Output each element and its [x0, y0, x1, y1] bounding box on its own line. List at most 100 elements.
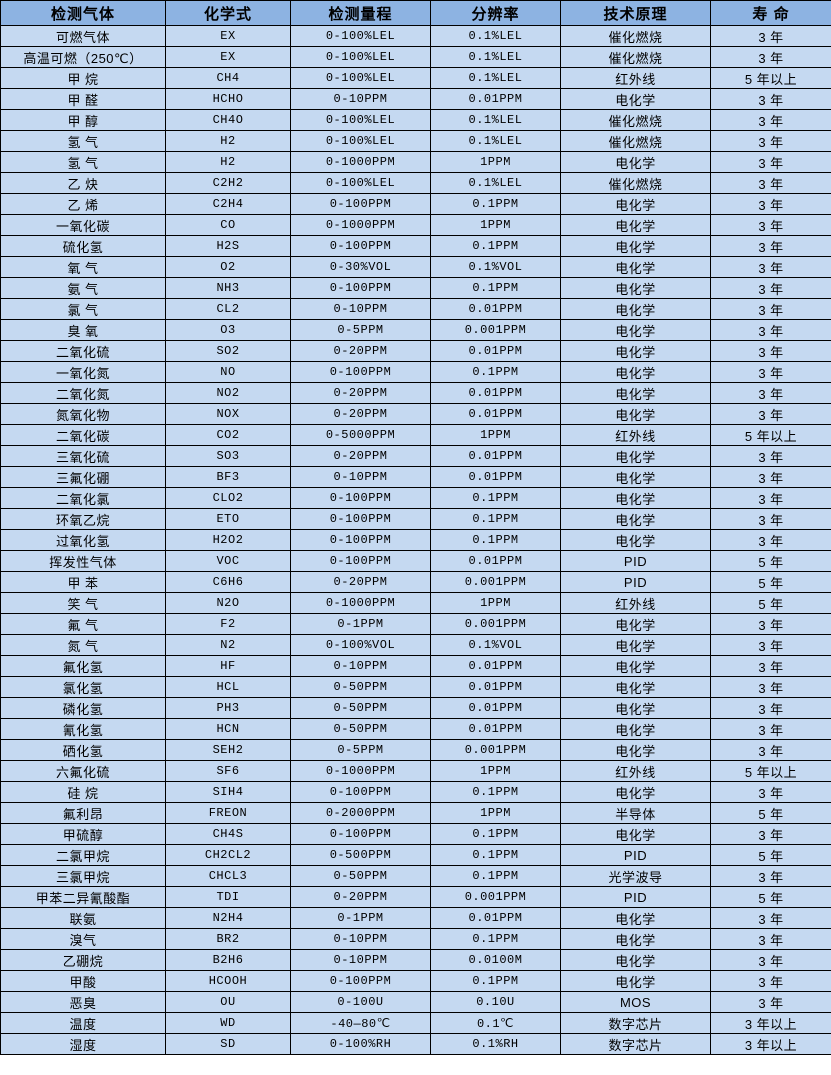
cell-chemical-formula: VOC [165, 550, 291, 572]
cell-gas-name: 三氯甲烷 [0, 865, 166, 887]
table-row: 三氯甲烷 CHCL3 0-50PPM 0.1PPM 光学波导 3 年 [0, 865, 831, 887]
column-header-resolution: 分辨率 [430, 0, 561, 26]
cell-gas-name: 氢 气 [0, 151, 166, 173]
cell-lifespan: 3 年 [710, 172, 831, 194]
table-row: 硫化氢 H2S 0-100PPM 0.1PPM 电化学 3 年 [0, 235, 831, 257]
table-row: 过氧化氢 H2O2 0-100PPM 0.1PPM 电化学 3 年 [0, 529, 831, 551]
cell-lifespan: 3 年 [710, 634, 831, 656]
cell-chemical-formula: WD [165, 1012, 291, 1034]
cell-lifespan: 3 年 [710, 382, 831, 404]
cell-technology: 催化燃烧 [560, 25, 711, 47]
cell-gas-name: 甲硫醇 [0, 823, 166, 845]
cell-lifespan: 3 年 [710, 340, 831, 362]
table-row: 环氧乙烷 ETO 0-100PPM 0.1PPM 电化学 3 年 [0, 508, 831, 530]
cell-detection-range: 0-100PPM [290, 823, 431, 845]
cell-detection-range: 0-20PPM [290, 571, 431, 593]
cell-detection-range: 0-100%VOL [290, 634, 431, 656]
cell-technology: 电化学 [560, 214, 711, 236]
cell-resolution: 0.01PPM [430, 466, 561, 488]
cell-detection-range: 0-1000PPM [290, 760, 431, 782]
cell-technology: 电化学 [560, 319, 711, 341]
cell-lifespan: 3 年 [710, 256, 831, 278]
cell-resolution: 0.01PPM [430, 403, 561, 425]
cell-chemical-formula: C2H4 [165, 193, 291, 215]
table-row: 温度 WD -40—80℃ 0.1℃ 数字芯片 3 年以上 [0, 1012, 831, 1034]
cell-lifespan: 3 年 [710, 613, 831, 635]
table-row: 氟利昂 FREON 0-2000PPM 1PPM 半导体 5 年 [0, 802, 831, 824]
cell-gas-name: 联氨 [0, 907, 166, 929]
table-row: 二氧化硫 SO2 0-20PPM 0.01PPM 电化学 3 年 [0, 340, 831, 362]
cell-chemical-formula: SIH4 [165, 781, 291, 803]
cell-detection-range: 0-2000PPM [290, 802, 431, 824]
cell-gas-name: 二氧化硫 [0, 340, 166, 362]
cell-gas-name: 笑 气 [0, 592, 166, 614]
cell-detection-range: 0-100%LEL [290, 25, 431, 47]
table-row: 三氧化硫 SO3 0-20PPM 0.01PPM 电化学 3 年 [0, 445, 831, 467]
cell-chemical-formula: FREON [165, 802, 291, 824]
cell-detection-range: 0-10PPM [290, 928, 431, 950]
cell-technology: 催化燃烧 [560, 172, 711, 194]
cell-chemical-formula: CO [165, 214, 291, 236]
cell-technology: 电化学 [560, 382, 711, 404]
cell-detection-range: 0-10PPM [290, 949, 431, 971]
cell-detection-range: 0-100PPM [290, 235, 431, 257]
cell-gas-name: 臭 氧 [0, 319, 166, 341]
cell-gas-name: 氮 气 [0, 634, 166, 656]
cell-detection-range: 0-5000PPM [290, 424, 431, 446]
cell-chemical-formula: NOX [165, 403, 291, 425]
cell-technology: 光学波导 [560, 865, 711, 887]
table-row: 三氟化硼 BF3 0-10PPM 0.01PPM 电化学 3 年 [0, 466, 831, 488]
cell-lifespan: 3 年 [710, 466, 831, 488]
table-row: 恶臭 OU 0-100U 0.10U MOS 3 年 [0, 991, 831, 1013]
table-row: 甲酸 HCOOH 0-100PPM 0.1PPM 电化学 3 年 [0, 970, 831, 992]
cell-technology: 电化学 [560, 949, 711, 971]
cell-gas-name: 磷化氢 [0, 697, 166, 719]
cell-resolution: 0.1%LEL [430, 46, 561, 68]
cell-detection-range: 0-100%LEL [290, 46, 431, 68]
cell-lifespan: 3 年 [710, 928, 831, 950]
cell-gas-name: 二氯甲烷 [0, 844, 166, 866]
table-row: 联氨 N2H4 0-1PPM 0.01PPM 电化学 3 年 [0, 907, 831, 929]
cell-detection-range: 0-10PPM [290, 298, 431, 320]
cell-chemical-formula: SEH2 [165, 739, 291, 761]
cell-technology: 电化学 [560, 508, 711, 530]
cell-gas-name: 高温可燃（250℃） [0, 46, 166, 68]
cell-gas-name: 氟化氢 [0, 655, 166, 677]
cell-detection-range: 0-1000PPM [290, 214, 431, 236]
cell-resolution: 0.1%LEL [430, 25, 561, 47]
cell-technology: 电化学 [560, 634, 711, 656]
cell-lifespan: 3 年 [710, 718, 831, 740]
cell-chemical-formula: CHCL3 [165, 865, 291, 887]
cell-resolution: 0.1%RH [430, 1033, 561, 1055]
table-row: 磷化氢 PH3 0-50PPM 0.01PPM 电化学 3 年 [0, 697, 831, 719]
cell-technology: 电化学 [560, 466, 711, 488]
cell-gas-name: 二氧化氯 [0, 487, 166, 509]
table-header: 检测气体 化学式 检测量程 分辨率 技术原理 寿 命 [0, 0, 831, 26]
cell-technology: 电化学 [560, 235, 711, 257]
table-row: 氢 气 H2 0-1000PPM 1PPM 电化学 3 年 [0, 151, 831, 173]
cell-detection-range: 0-100PPM [290, 550, 431, 572]
table-row: 甲硫醇 CH4S 0-100PPM 0.1PPM 电化学 3 年 [0, 823, 831, 845]
cell-lifespan: 3 年 [710, 907, 831, 929]
cell-chemical-formula: BF3 [165, 466, 291, 488]
cell-resolution: 0.1PPM [430, 823, 561, 845]
cell-resolution: 1PPM [430, 424, 561, 446]
cell-resolution: 0.1%LEL [430, 67, 561, 89]
cell-technology: 电化学 [560, 529, 711, 551]
cell-chemical-formula: N2H4 [165, 907, 291, 929]
cell-resolution: 0.01PPM [430, 718, 561, 740]
cell-technology: 电化学 [560, 256, 711, 278]
cell-detection-range: 0-20PPM [290, 403, 431, 425]
cell-chemical-formula: CH4 [165, 67, 291, 89]
cell-lifespan: 3 年 [710, 319, 831, 341]
column-header-gas-name: 检测气体 [0, 0, 166, 26]
cell-chemical-formula: BR2 [165, 928, 291, 950]
cell-gas-name: 甲酸 [0, 970, 166, 992]
cell-gas-name: 温度 [0, 1012, 166, 1034]
cell-chemical-formula: CL2 [165, 298, 291, 320]
cell-gas-name: 一氧化碳 [0, 214, 166, 236]
cell-lifespan: 3 年 [710, 823, 831, 845]
cell-gas-name: 环氧乙烷 [0, 508, 166, 530]
cell-gas-name: 氯化氢 [0, 676, 166, 698]
cell-technology: 电化学 [560, 718, 711, 740]
